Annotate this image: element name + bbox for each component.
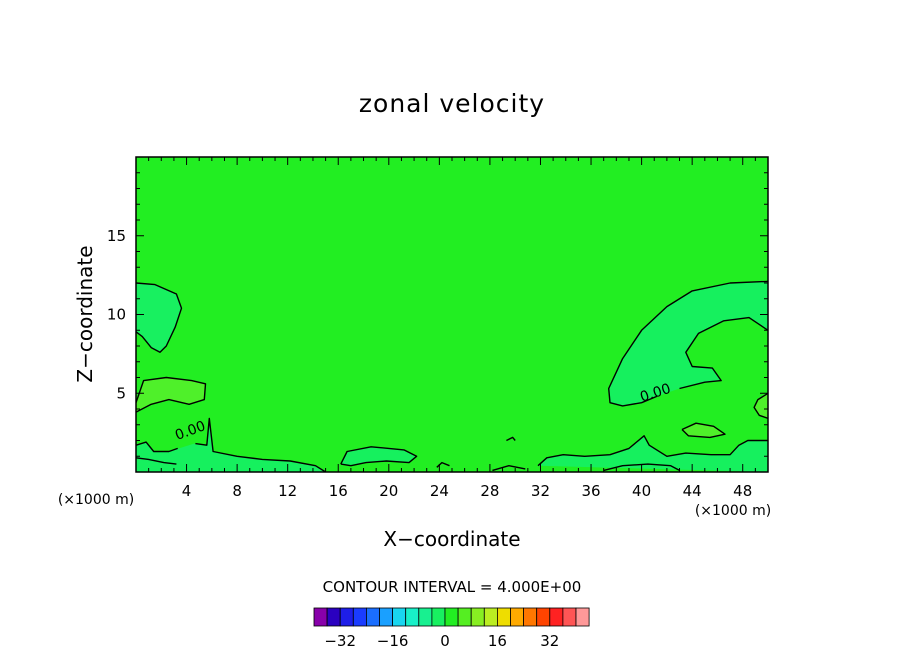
colorbar-tick-label: 16: [488, 632, 507, 650]
colorbar-swatch: [510, 607, 525, 627]
y-tick-label: 15: [107, 227, 126, 245]
contour-lower-right-small: [681, 422, 726, 439]
contour-lines: [136, 280, 768, 472]
x-tick-label: 28: [480, 482, 499, 500]
region-bottom-right-negative: [538, 435, 768, 472]
colorbar-swatch: [379, 607, 394, 627]
x-tick-label: 24: [430, 482, 449, 500]
contour-left-weak: [136, 376, 207, 413]
colorbar-tick-label: −32: [324, 632, 356, 650]
colorbar-swatch: [392, 607, 407, 627]
colorbar-swatch: [549, 607, 564, 627]
x-tick-label: 48: [733, 482, 752, 500]
colorbar-tick-label: 32: [540, 632, 559, 650]
contour-labels: 0.000.00: [173, 381, 673, 444]
colorbar-swatch: [444, 607, 459, 627]
x-axis-ticks: 4 8 12 16 20 24 28 32 36 40 44 48: [148, 157, 756, 500]
colorbar-tick-label: 0: [440, 632, 450, 650]
contour-fill-regions: [136, 281, 768, 472]
x-axis-title: X−coordinate: [383, 527, 520, 551]
colorbar-swatch: [562, 607, 577, 627]
region-lower-right-small: [682, 423, 725, 438]
contour-right-edge: [753, 392, 768, 420]
contour-bottom-small-d: [603, 463, 680, 472]
contour-bottom-left-c: [136, 457, 177, 465]
contour-upper-right-outer: [608, 280, 768, 407]
colorbar-tick-label: −16: [377, 632, 409, 650]
x-tick-label: 12: [278, 482, 297, 500]
region-bottom-middle-negative: [340, 446, 417, 466]
x-unit-label: (×1000 m): [695, 503, 771, 519]
contour-bottom-small-a: [436, 461, 450, 468]
region-upper-right-negative: [608, 281, 768, 406]
contour-interval-text: CONTOUR INTERVAL = 4.000E+00: [323, 578, 582, 596]
contour-bottom-small-c: [492, 465, 526, 472]
x-tick-label: 44: [683, 482, 702, 500]
y-axis-ticks: 5 10 15: [107, 172, 768, 457]
contour-bottom-middle: [340, 446, 418, 467]
colorbar-swatch: [483, 607, 498, 627]
colorbar-labels: −32 −16 0 16 32: [324, 632, 559, 650]
contour-upper-right-inner: [679, 316, 768, 390]
colorbar-swatch: [339, 607, 354, 627]
y-axis-title: Z−coordinate: [73, 245, 97, 382]
colorbar-swatch: [575, 607, 590, 627]
x-tick-label: 8: [232, 482, 242, 500]
colorbar-swatch: [523, 607, 538, 627]
colorbar-swatch: [418, 607, 433, 627]
x-tick-label: 40: [632, 482, 651, 500]
colorbar-swatch: [326, 607, 341, 627]
colorbar-swatch: [313, 607, 328, 627]
contour-bottom-left-a: [136, 441, 178, 453]
colorbar-swatch: [365, 607, 380, 627]
x-tick-label: 32: [531, 482, 550, 500]
colorbar-swatch: [457, 607, 472, 627]
y-tick-label: 10: [107, 306, 126, 324]
contour-upper-left: [136, 282, 183, 353]
colorbar-swatch: [405, 607, 420, 627]
colorbar-swatch: [470, 607, 485, 627]
colorbar-swatch: [352, 607, 367, 627]
chart-title: zonal velocity: [359, 89, 545, 118]
colorbar-swatch: [536, 607, 551, 627]
colorbar: [313, 607, 590, 627]
x-tick-label: 20: [379, 482, 398, 500]
region-upper-left-negative: [136, 283, 182, 353]
x-tick-label: 4: [182, 482, 192, 500]
x-tick-label: 16: [329, 482, 348, 500]
y-tick-label: 5: [116, 384, 126, 402]
colorbar-swatch: [496, 607, 511, 627]
region-bottom-left-negative: [136, 418, 326, 472]
contour-bottom-small-b: [506, 436, 516, 442]
y-unit-label: (×1000 m): [58, 492, 134, 508]
contour-bottom-right: [537, 435, 768, 467]
colorbar-swatch: [431, 607, 446, 627]
x-tick-label: 36: [581, 482, 600, 500]
contour-bottom-left-b: [195, 417, 326, 472]
